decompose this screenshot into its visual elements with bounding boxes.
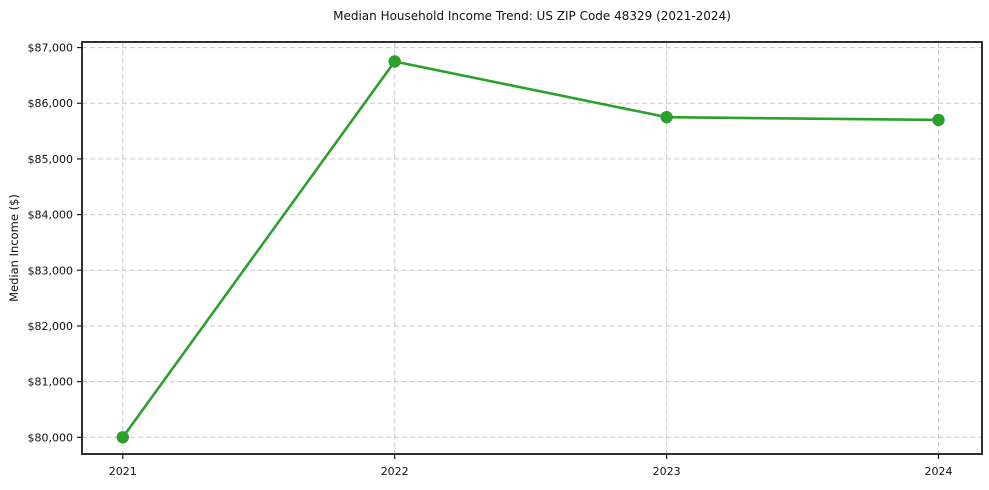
y-tick-label: $81,000 (28, 376, 74, 389)
x-tick-label: 2024 (924, 465, 952, 478)
y-tick-label: $80,000 (28, 431, 74, 444)
y-tick-label: $82,000 (28, 320, 74, 333)
y-tick-label: $86,000 (28, 97, 74, 110)
chart-title: Median Household Income Trend: US ZIP Co… (333, 9, 731, 23)
x-tick-label: 2022 (381, 465, 409, 478)
y-tick-label: $84,000 (28, 209, 74, 222)
y-tick-label: $85,000 (28, 153, 74, 166)
data-point-2021 (116, 431, 129, 444)
plot-border (81, 41, 983, 455)
data-point-2023 (660, 110, 673, 124)
income-trend-line (121, 60, 940, 439)
y-tick-label: $87,000 (28, 42, 74, 55)
data-point-2022 (388, 55, 401, 68)
y-tick-label: $83,000 (28, 264, 74, 277)
x-tick-label: 2023 (653, 465, 681, 478)
x-tick-label: 2021 (109, 465, 137, 478)
data-point-2024 (932, 113, 945, 127)
